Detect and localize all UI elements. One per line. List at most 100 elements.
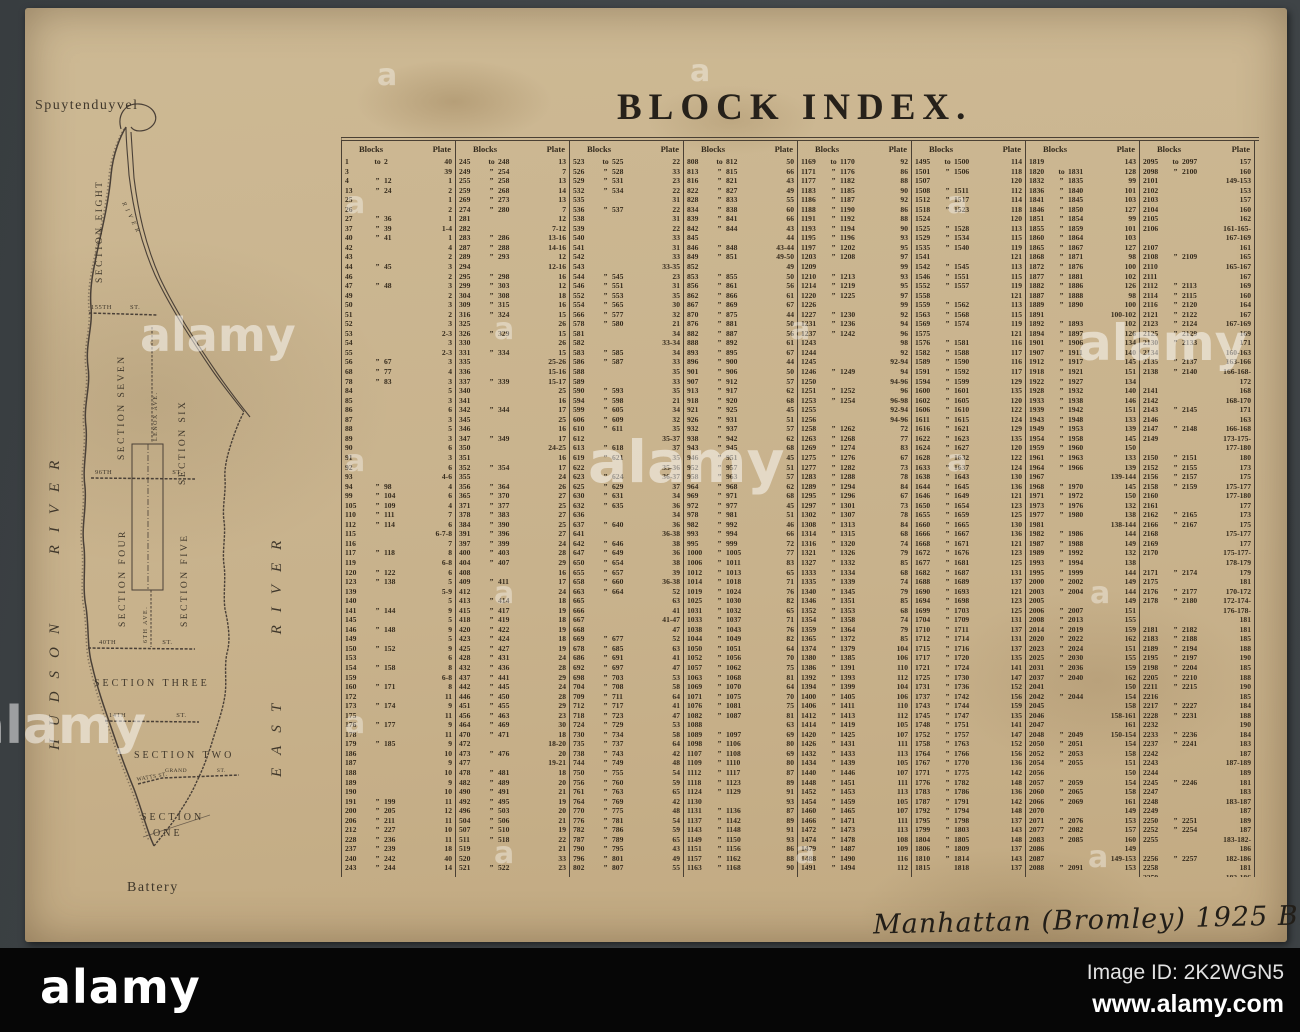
index-row: 625” 629 37 xyxy=(573,481,680,491)
index-row: 1394” 1399 104 xyxy=(801,682,908,692)
index-row: 384” 390 25 xyxy=(459,519,566,529)
index-row: 418” 419 18 xyxy=(459,615,566,625)
index-row: 1865” 1867 127 xyxy=(1029,242,1136,252)
index-row: 1764” 1766 156 xyxy=(915,748,1022,758)
index-row: 1787” 1791 142 xyxy=(915,796,1022,806)
index-row: 2166” 2167 175 xyxy=(1143,519,1251,529)
index-row: 43 2 xyxy=(345,252,452,262)
index-row: 1682” 1687 131 xyxy=(915,567,1022,577)
index-row: 532” 534 22 xyxy=(573,185,680,195)
index-row: 1995” 1999 144 xyxy=(1029,567,1136,577)
index-row: 588 35 xyxy=(573,367,680,377)
index-row: 1569” 1574 119 xyxy=(915,319,1022,329)
index-row: 1321” 1326 79 xyxy=(801,548,908,558)
index-row: 456” 463 23 xyxy=(459,710,566,720)
index-row: 589 33 xyxy=(573,376,680,386)
index-row: 326” 329 15 xyxy=(459,328,566,338)
index-row: 870” 875 44 xyxy=(687,309,794,319)
alamy-bar: alamy Image ID: 2K2WGN5 www.alamy.com xyxy=(0,948,1300,1032)
index-row: 149 5 xyxy=(345,634,452,644)
index-row: 907” 912 57 xyxy=(687,376,794,386)
index-row: 1721” 1724 141 xyxy=(915,662,1022,672)
index-row: 668 47 xyxy=(573,624,680,634)
index-row: 351 16 xyxy=(459,452,566,462)
index-row: 1622” 1623 135 xyxy=(915,433,1022,443)
index-row: 1672” 1676 123 xyxy=(915,548,1022,558)
index-row: 2178” 2180 172-174-176-178-181 xyxy=(1143,596,1251,625)
index-row: 1918” 1921 151 xyxy=(1029,367,1136,377)
index-row: 1743” 1744 159 xyxy=(915,701,1022,711)
index-row: 529” 531 23 xyxy=(573,176,680,186)
index-row: 583” 585 34 xyxy=(573,347,680,357)
index-row: 1725” 1730 147 xyxy=(915,672,1022,682)
index-row: 582 33-34 xyxy=(573,338,680,348)
index-row: 1089” 1097 69 xyxy=(687,729,794,739)
index-row: 1014” 1018 71 xyxy=(687,577,794,587)
index-row: 86 6 xyxy=(345,405,452,415)
index-row: 1231” 1236 94 xyxy=(801,319,908,329)
index-row: 289” 293 12 xyxy=(459,252,566,262)
index-row: 179” 185 9 xyxy=(345,739,452,749)
index-row: 93 4-6 xyxy=(345,472,452,482)
index-row: 1575 121 xyxy=(915,328,1022,338)
index-row: 978” 981 51 xyxy=(687,510,794,520)
index-row: 1255 92-94 xyxy=(801,405,908,415)
index-row: 330 26 xyxy=(459,338,566,348)
index-row: 341 16 xyxy=(459,395,566,405)
index-row: 542 33 xyxy=(573,252,680,262)
index-row: 1107” 1108 69 xyxy=(687,748,794,758)
index-row: 119 6-8 xyxy=(345,557,452,567)
index-row: 2243 187-189 xyxy=(1143,758,1251,768)
atlas-page: Spuytenduyvel HUDSON RIVER EAST RIVER RI… xyxy=(25,8,1300,942)
index-row: 1892” 1893 102 xyxy=(1029,319,1136,329)
index-row: 1922” 1927 134 xyxy=(1029,376,1136,386)
index-row: 1452” 1453 113 xyxy=(801,787,908,797)
index-row: 27” 36 1 xyxy=(345,214,452,224)
index-column-group: Blocks Plate 1169 to 1170 92 1171” 1176 86 1177” 1… xyxy=(798,141,912,877)
index-row: 1512” 1517 114 xyxy=(915,195,1022,205)
index-row: 952” 957 51 xyxy=(687,462,794,472)
index-row: 391” 396 27 xyxy=(459,529,566,539)
index-row: 282 7-12 xyxy=(459,223,566,233)
index-row: 543 33-35 xyxy=(573,262,680,272)
index-row: 1374” 1379 104 xyxy=(801,643,908,653)
index-row: 2112” 2113 169 xyxy=(1143,281,1251,291)
map-label-east-river: EAST RIVER xyxy=(269,528,285,778)
index-row: 2249 187 xyxy=(1143,806,1251,816)
index-row: 2087 149-153 xyxy=(1029,853,1136,863)
index-row: 1611” 1615 124 xyxy=(915,414,1022,424)
index-row: 1792” 1794 148 xyxy=(915,806,1022,816)
index-row: 464” 469 30 xyxy=(459,720,566,730)
index-row: 1901” 1906 134 xyxy=(1029,338,1136,348)
index-row: 188 10 xyxy=(345,768,452,777)
index-row: 496” 503 20 xyxy=(459,806,566,816)
index-row: 1426” 1431 111 xyxy=(801,739,908,749)
index-row: 669” 677 52 xyxy=(573,634,680,644)
index-row: 1877” 1881 102 xyxy=(1029,271,1136,281)
index-row: 1250 94-96 xyxy=(801,376,908,386)
index-row: 287” 288 14-16 xyxy=(459,242,566,252)
index-row: 896” 900 44 xyxy=(687,357,794,367)
index-row: 1297” 1301 73 xyxy=(801,500,908,510)
index-row: 2057” 2059 154 xyxy=(1029,777,1136,787)
index-row: 1052” 1056 70 xyxy=(687,653,794,663)
map-label-watts-st: WATTS ST. xyxy=(136,772,168,783)
index-column-group: Blocks Plate 523 to 525 22 526” 528 33 529” 531 23 5… xyxy=(570,141,684,877)
index-row: 1638” 1643 130 xyxy=(915,472,1022,482)
index-row: 1933” 1938 146 xyxy=(1029,395,1136,405)
index-row: 1434” 1439 105 xyxy=(801,758,908,768)
index-row: 2103 157 xyxy=(1143,195,1251,205)
index-row: 1033” 1037 71 xyxy=(687,615,794,625)
index-row: 2138” 2140 166-168-172 xyxy=(1143,367,1251,386)
index-row: 2211” 2215 190 xyxy=(1143,682,1251,692)
index-row: 2183” 2188 185 xyxy=(1143,634,1251,644)
index-row: 630” 631 34 xyxy=(573,491,680,501)
index-row: 993” 994 66 xyxy=(687,529,794,539)
index-row: 352” 354 17 xyxy=(459,462,566,472)
index-row: 1289” 1294 84 xyxy=(801,481,908,491)
index-row: 54 3 xyxy=(345,338,452,348)
index-row: 1314” 1315 68 xyxy=(801,529,908,539)
index-row: 1283” 1288 78 xyxy=(801,472,908,482)
index-row: 423” 424 18 xyxy=(459,634,566,644)
index-row: 1226 99 xyxy=(801,300,908,310)
